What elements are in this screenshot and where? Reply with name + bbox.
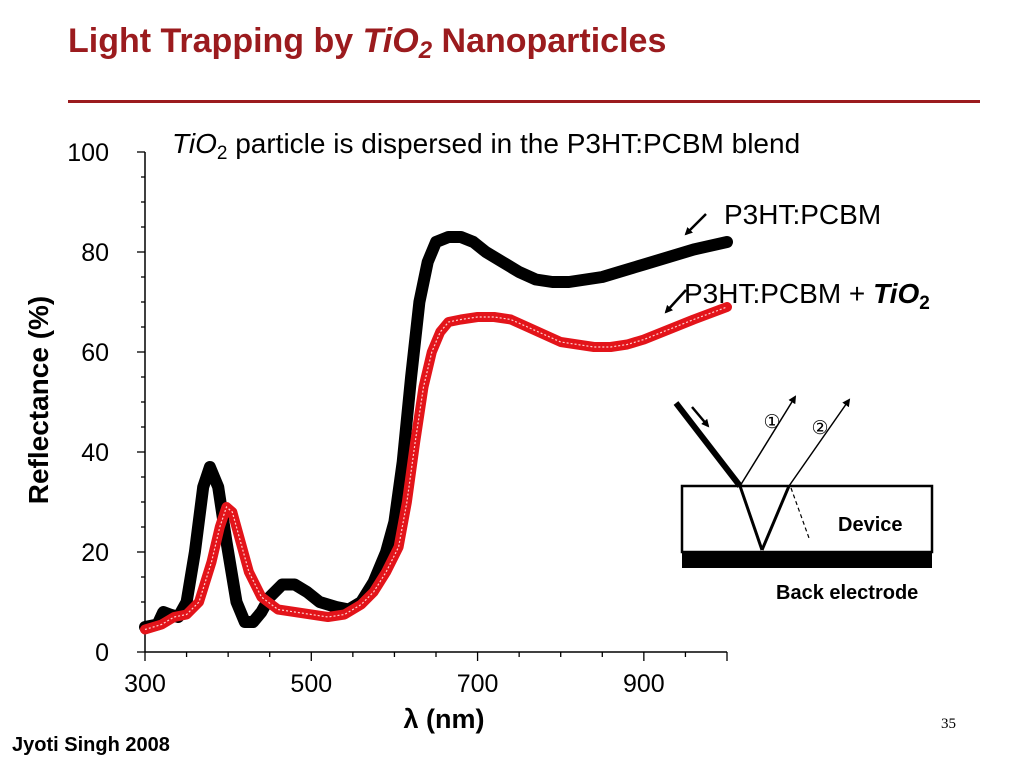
refracted-ray-up [760, 485, 791, 551]
title-suffix: Nanoparticles [432, 22, 667, 60]
series-line-p3ht-pcbm [139, 231, 733, 633]
ray-2 [788, 398, 851, 487]
light-path-inset: ① ② Device Back electrode [673, 395, 934, 604]
y-tick-label: 80 [81, 239, 109, 267]
series-label-p3ht-pcbm-tio2: P3HT:PCBM + TiO2 [684, 278, 930, 314]
ray-1 [739, 395, 797, 487]
subtitle-text: particle is dispersed in the P3HT:PCBM b… [227, 128, 801, 159]
y-tick-label: 0 [95, 639, 109, 667]
footer-author: Jyoti Singh 2008 [12, 734, 170, 756]
series-labels: P3HT:PCBM P3HT:PCBM + TiO2 [664, 199, 930, 314]
y-tick-label: 60 [81, 339, 109, 367]
series-label-arrow-icon [684, 213, 707, 236]
series-label-formula: TiO [873, 278, 919, 309]
subtitle-formula-sub: 2 [216, 143, 228, 164]
x-axis-label: λ (nm) [404, 704, 485, 734]
refracted-ray-down [738, 485, 764, 551]
title-prefix: Light Trapping by [68, 22, 363, 60]
chart-series [139, 231, 733, 635]
x-tick-label: 700 [457, 670, 499, 698]
back-electrode-label: Back electrode [776, 582, 918, 604]
title-underline [68, 100, 980, 103]
y-tick-label: 20 [81, 539, 109, 567]
x-tick-label: 500 [290, 670, 332, 698]
subtitle-formula-base: TiO [172, 128, 217, 159]
series-marker-texture-p3ht-pcbm-tio2 [144, 306, 728, 631]
ray-2-label: ② [811, 417, 828, 439]
y-axis-label: Reflectance (%) [23, 296, 54, 505]
series-label-part: P3HT:PCBM + [684, 278, 873, 309]
ray-1-label: ① [763, 411, 780, 433]
series-label-p3ht-pcbm: P3HT:PCBM [724, 199, 881, 230]
back-electrode-layer [682, 552, 932, 568]
series-label-arrow-icon [664, 289, 687, 314]
page-number: 35 [941, 716, 956, 732]
x-tick-label: 300 [124, 670, 166, 698]
transmitted-ray-dashed [790, 487, 810, 539]
y-tick-label: 40 [81, 439, 109, 467]
title-formula-sub: 2 [418, 37, 433, 64]
device-layer [680, 484, 934, 554]
y-tick-label: 100 [67, 139, 109, 167]
device-label: Device [838, 514, 903, 536]
title-formula-base: TiO [362, 22, 419, 60]
x-tick-label: 900 [623, 670, 665, 698]
slide-title: Light Trapping by TiO2 Nanoparticles [68, 22, 667, 64]
incident-beam [673, 401, 743, 488]
chart-subtitle: TiO2 particle is dispersed in the P3HT:P… [172, 128, 801, 163]
series-label-formula-sub: 2 [919, 293, 930, 314]
chart-axes: 0 20 40 60 80 100 300 500 700 900 [67, 139, 728, 698]
incident-arrow-icon [691, 406, 710, 428]
